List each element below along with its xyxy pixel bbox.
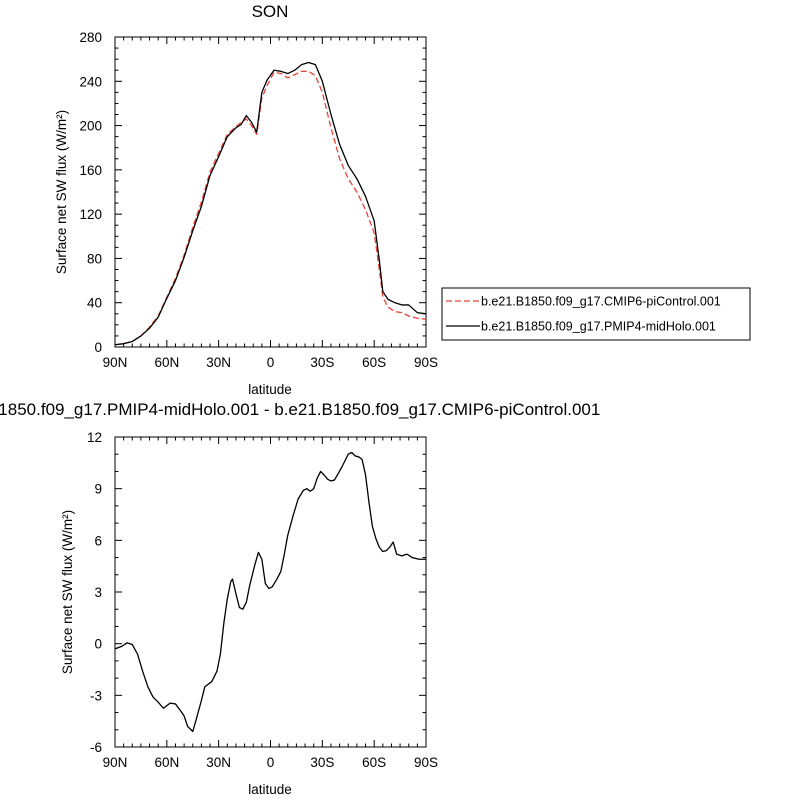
- y-tick-label: 80: [87, 251, 102, 266]
- panel-difference: b.e21.B1850.f09_g17.PMIP4-midHolo.001 - …: [0, 400, 600, 797]
- x-tick-label: 90S: [414, 355, 438, 370]
- y-tick-label: -3: [90, 688, 102, 703]
- plot-frame: [114, 36, 427, 348]
- y-tick-label: 0: [94, 637, 102, 652]
- x-tick-label: 90N: [103, 755, 128, 770]
- legend: b.e21.B1850.f09_g17.CMIP6-piControl.001 …: [441, 287, 751, 341]
- x-axis-title: latitude: [248, 382, 292, 397]
- x-tick-label: 90S: [414, 755, 438, 770]
- y-tick-label: 160: [79, 163, 102, 178]
- x-tick-label: 90N: [103, 355, 128, 370]
- chart-title: SON: [252, 2, 289, 21]
- x-tick-label: 30N: [206, 755, 231, 770]
- y-axis-title: Surface net SW flux (W/m²): [54, 110, 69, 274]
- y-tick-label: -6: [90, 740, 102, 755]
- series-line-1-0: [114, 451, 426, 733]
- legend-label-picontrol: b.e21.B1850.f09_g17.CMIP6-piControl.001: [481, 295, 721, 309]
- legend-label-midholo: b.e21.B1850.f09_g17.PMIP4-midHolo.001: [481, 320, 716, 334]
- x-tick-label: 30S: [310, 755, 334, 770]
- y-tick-label: 3: [94, 585, 102, 600]
- series-layer: [114, 61, 427, 346]
- x-tick-label: 30S: [310, 355, 334, 370]
- y-tick-label: 12: [87, 430, 102, 445]
- series-line-0-0: [114, 70, 427, 346]
- y-tick-label: 120: [79, 207, 102, 222]
- axis-ticks: 90N 60N 30N 0 30S 60S 90S 0 40 80 120 160 200 240 280: [79, 30, 438, 370]
- y-tick-label: 0: [94, 340, 102, 355]
- x-tick-label: 60N: [154, 755, 179, 770]
- series-line-0-1: [114, 61, 427, 346]
- panel-son: SON 90N 60N 30N 0 30S 60S 90S 0 40 80 120 160 200 240…: [54, 2, 751, 397]
- y-tick-label: 200: [79, 119, 102, 134]
- legend-box: [441, 287, 751, 341]
- x-tick-label: 60N: [154, 355, 179, 370]
- y-tick-label: 40: [87, 296, 102, 311]
- y-tick-label: 240: [79, 74, 102, 89]
- y-axis-title-difference: Surface net SW flux (W/m²): [60, 510, 75, 674]
- y-tick-label: 6: [94, 533, 102, 548]
- x-tick-label: 0: [267, 755, 275, 770]
- x-tick-label: 60S: [362, 355, 386, 370]
- y-tick-label: 280: [79, 30, 102, 45]
- x-tick-label: 0: [267, 355, 275, 370]
- axis-ticks-difference: 90N 60N 30N 0 30S 60S 90S -6 -3 0 3 6 9 12: [87, 430, 438, 770]
- x-tick-label: 30N: [206, 355, 231, 370]
- chart-title-difference: b.e21.B1850.f09_g17.PMIP4-midHolo.001 - …: [0, 400, 600, 419]
- x-tick-label: 60S: [362, 755, 386, 770]
- y-tick-label: 9: [94, 482, 102, 497]
- series-layer-difference: [114, 451, 426, 733]
- plot-frame-difference: [114, 436, 427, 748]
- x-axis-title-difference: latitude: [248, 782, 292, 797]
